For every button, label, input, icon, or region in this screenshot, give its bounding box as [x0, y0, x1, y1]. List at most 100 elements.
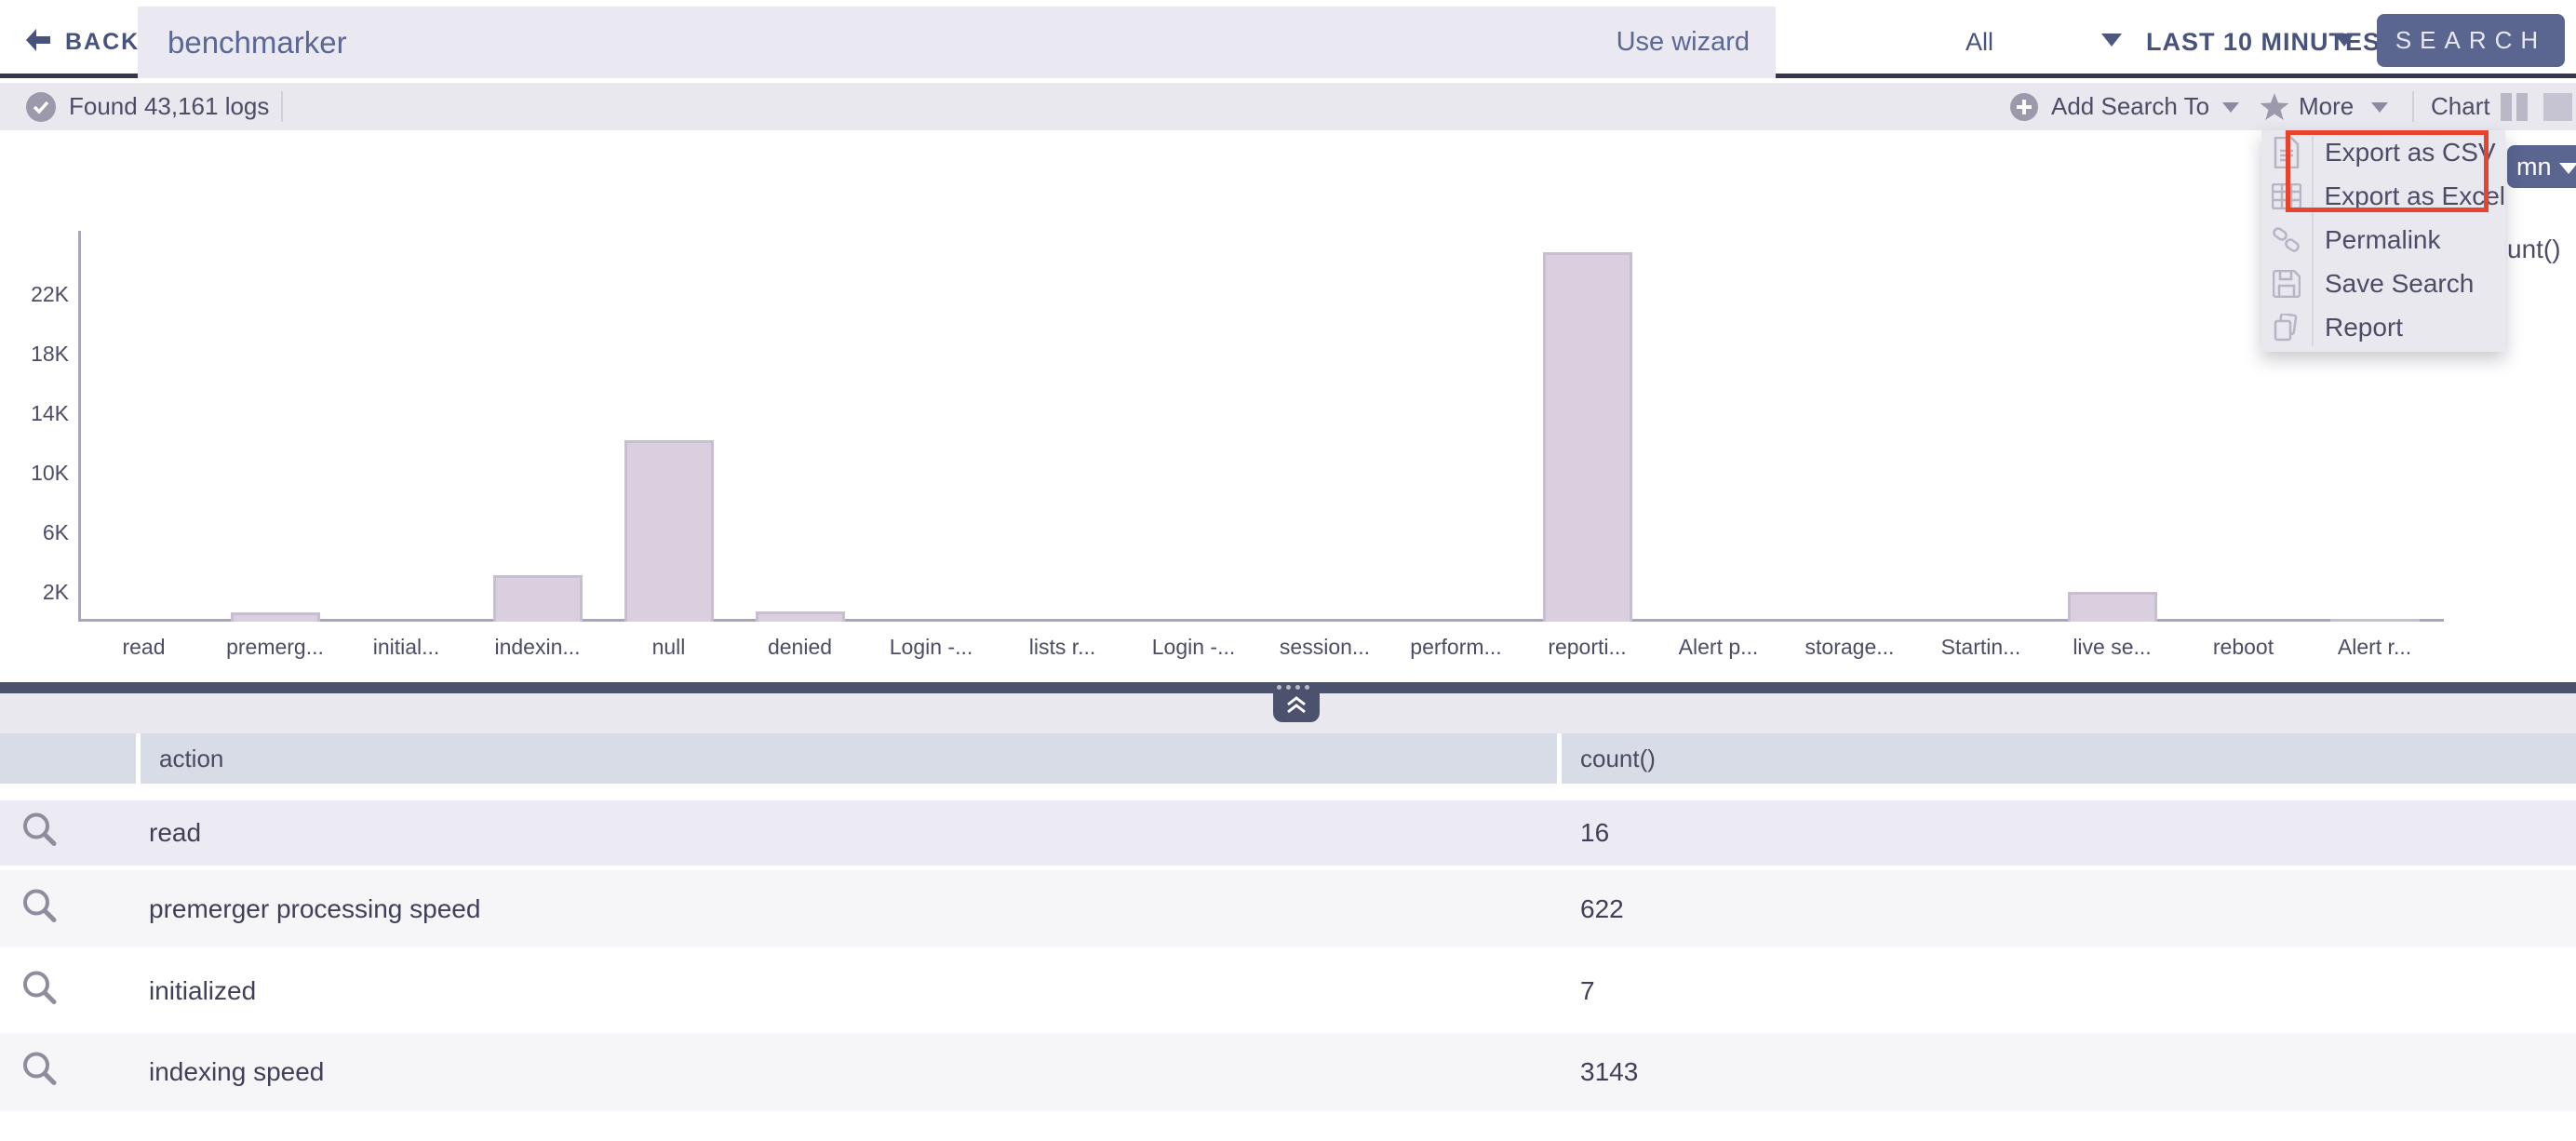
- x-axis-tick: premerg...: [226, 635, 324, 659]
- drag-handle-dots[interactable]: [1277, 685, 1309, 690]
- bar-live se...: [2067, 592, 2157, 622]
- chart-label: Chart: [2431, 92, 2490, 120]
- y-axis-tick: 22K: [31, 282, 69, 306]
- x-axis-tick: reboot: [2212, 635, 2274, 659]
- back-button[interactable]: BACK: [24, 7, 140, 78]
- menu-icon-divider: [2312, 136, 2314, 346]
- menu-item-label: Permalink: [2325, 224, 2441, 254]
- export-highlight-outline: [2286, 130, 2489, 212]
- search-icon[interactable]: [20, 969, 60, 1013]
- scope-dropdown[interactable]: All: [1966, 28, 1994, 56]
- x-axis-tick: Login -...: [889, 635, 973, 659]
- save-icon: [2261, 269, 2312, 298]
- table-header-action[interactable]: action: [141, 733, 1557, 784]
- grid-view-icon[interactable]: [2543, 93, 2572, 126]
- bar-premerg...: [230, 612, 320, 622]
- star-icon[interactable]: [2260, 93, 2289, 126]
- chevron-down-icon[interactable]: [2334, 34, 2355, 47]
- menu-item-label: Report: [2325, 312, 2404, 342]
- column-header-label: action: [159, 745, 224, 772]
- search-icon[interactable]: [20, 1051, 60, 1094]
- menu-item-save-search[interactable]: Save Search: [2261, 262, 2505, 305]
- hidden-column-button-partial[interactable]: mn: [2507, 145, 2576, 188]
- check-circle-icon: [26, 92, 56, 127]
- x-axis-tick: reporti...: [1548, 635, 1627, 659]
- chevron-down-icon[interactable]: [2371, 102, 2388, 113]
- x-axis-line: [78, 619, 2444, 622]
- count-cell: 3143: [1580, 1057, 1639, 1086]
- x-axis-tick: read: [122, 635, 166, 659]
- table-row: initialized 7: [0, 952, 2576, 1029]
- arrow-left-icon: [24, 28, 52, 57]
- x-axis-tick: Alert r...: [2337, 635, 2412, 659]
- column-button-fragment: mn: [2516, 153, 2552, 181]
- x-axis-tick: live se...: [2073, 635, 2152, 659]
- bar-denied: [755, 611, 845, 622]
- menu-item-permalink[interactable]: Permalink: [2261, 218, 2505, 262]
- x-axis-tick: session...: [1279, 635, 1371, 659]
- report-icon: [2261, 313, 2312, 342]
- count-cell: 7: [1580, 975, 1595, 1005]
- toolbar-separator: [281, 91, 283, 122]
- x-axis-tick: Login -...: [1151, 635, 1236, 659]
- menu-item-report[interactable]: Report: [2261, 305, 2505, 349]
- use-wizard-link[interactable]: Use wizard: [1616, 27, 1750, 57]
- x-axis-tick: storage...: [1805, 635, 1895, 659]
- search-query-text[interactable]: benchmarker: [168, 24, 347, 60]
- search-icon[interactable]: [20, 812, 60, 855]
- table-row: premerger processing speed 622: [0, 870, 2576, 947]
- menu-item-label: Export as Excel: [2324, 181, 2505, 210]
- add-search-to-button[interactable]: Add Search To: [2051, 92, 2210, 120]
- chevron-down-icon[interactable]: [2222, 102, 2239, 113]
- table-header-count[interactable]: count(): [1562, 733, 2576, 784]
- bar-Alert r...: [2329, 619, 2420, 622]
- column-header-label: count(): [1580, 745, 1656, 772]
- action-cell: indexing speed: [149, 1057, 325, 1086]
- collapse-chart-handle[interactable]: [1273, 693, 1320, 722]
- search-icon[interactable]: [20, 887, 60, 931]
- count-cell: 16: [1580, 818, 1610, 847]
- toolbar-separator: [2412, 91, 2414, 122]
- x-axis-tick: Alert p...: [1678, 635, 1759, 659]
- chevron-down-icon: [2559, 163, 2576, 174]
- count-column-fragment: unt(): [2507, 235, 2561, 263]
- chevron-down-icon[interactable]: [2101, 34, 2122, 47]
- search-input[interactable]: benchmarker Use wizard: [138, 7, 1776, 78]
- back-label: BACK: [65, 29, 141, 55]
- results-toolbar: Found 43,161 logs Add Search To More Cha…: [0, 83, 2576, 130]
- bar-indexin...: [492, 575, 583, 622]
- y-axis-tick: 18K: [31, 342, 69, 366]
- bar-chart-view-icon[interactable]: [2501, 93, 2528, 126]
- table-header-icon-cell: [0, 733, 136, 784]
- x-axis-tick: null: [651, 635, 686, 659]
- y-axis-tick: 6K: [42, 520, 69, 544]
- y-axis-tick: 10K: [31, 461, 69, 485]
- y-axis-line: [78, 231, 81, 622]
- more-menu: Export as CSV Export as Excel Permalink Sav…: [2261, 130, 2505, 352]
- bar-reporti...: [1542, 252, 1632, 622]
- table-row: indexing speed 3143: [0, 1033, 2576, 1111]
- count-cell: 622: [1580, 893, 1624, 923]
- y-axis-tick: 14K: [31, 401, 69, 425]
- x-axis-tick: indexin...: [494, 635, 581, 659]
- found-logs-status: Found 43,161 logs: [69, 92, 270, 120]
- bar-null: [624, 440, 714, 622]
- action-cell: premerger processing speed: [149, 893, 481, 923]
- x-axis-tick: perform...: [1410, 635, 1502, 659]
- search-topbar: BACK benchmarker Use wizard All LAST 10 …: [0, 0, 2576, 78]
- action-cell: read: [149, 818, 202, 847]
- x-axis-tick: denied: [767, 635, 833, 659]
- table-row: read 16: [0, 800, 2576, 866]
- menu-items: Export as CSV Export as Excel Permalink Sav…: [2261, 130, 2505, 349]
- bar-chart: 22K 18K 14K 10K 6K 2K read premerg... initial..…: [0, 130, 2576, 682]
- plus-circle-icon[interactable]: [2010, 93, 2038, 126]
- menu-item-label: Save Search: [2325, 268, 2475, 298]
- x-axis-tick: initial...: [372, 635, 440, 659]
- action-cell: initialized: [149, 975, 257, 1005]
- y-axis-tick: 2K: [42, 580, 69, 604]
- search-button[interactable]: SEARCH: [2377, 14, 2565, 67]
- double-chevron-up-icon: [1284, 695, 1308, 720]
- link-icon: [2261, 226, 2312, 254]
- more-button[interactable]: More: [2299, 92, 2355, 120]
